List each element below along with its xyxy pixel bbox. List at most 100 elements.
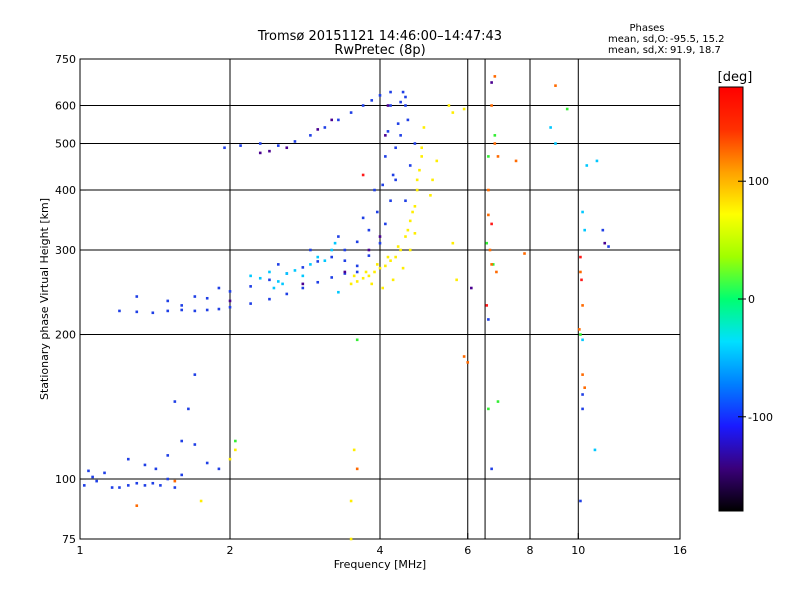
data-point	[355, 467, 359, 471]
data-point	[364, 270, 368, 274]
data-point	[487, 155, 490, 158]
data-point	[579, 270, 582, 274]
data-point	[301, 282, 305, 286]
data-point	[126, 457, 130, 461]
data-point	[565, 107, 569, 111]
y-tick-label: 75	[62, 533, 76, 546]
data-point	[401, 90, 405, 94]
data-point	[462, 107, 466, 111]
data-point	[268, 149, 271, 153]
data-point	[173, 486, 177, 489]
data-point	[180, 308, 184, 312]
data-point	[367, 254, 371, 257]
data-point	[378, 241, 382, 245]
data-point	[143, 463, 147, 467]
data-point	[370, 282, 374, 286]
data-point	[151, 481, 155, 485]
data-point	[431, 178, 434, 182]
data-point	[418, 168, 421, 172]
data-point	[234, 439, 237, 443]
data-point	[408, 248, 412, 252]
data-point	[323, 259, 327, 263]
data-point	[367, 274, 371, 278]
data-point	[413, 232, 417, 235]
data-point	[583, 228, 586, 232]
data-point	[487, 213, 490, 217]
data-point	[166, 299, 170, 303]
data-point	[173, 479, 177, 483]
data-point	[422, 126, 426, 129]
data-point	[470, 286, 473, 290]
data-point	[187, 407, 190, 411]
data-point	[249, 274, 252, 278]
data-point	[367, 248, 371, 252]
data-point	[585, 164, 589, 167]
data-point	[399, 248, 402, 252]
colorbar-tick-label: -100	[748, 411, 773, 424]
data-point	[118, 309, 121, 313]
data-point	[603, 241, 607, 245]
data-point	[355, 280, 359, 283]
data-point	[316, 260, 320, 263]
data-point	[258, 276, 262, 280]
data-point	[268, 297, 271, 301]
data-point	[496, 155, 500, 158]
data-point	[95, 479, 98, 483]
x-axis-ticks: 1 2 4 6 8 10 16	[77, 533, 687, 557]
data-point	[381, 286, 384, 290]
data-point	[394, 255, 397, 259]
y-tick-label: 400	[55, 184, 76, 197]
x-tick-label: 1	[77, 544, 84, 557]
data-point	[285, 146, 289, 150]
data-point	[199, 499, 203, 503]
y-axis-ticks: 75 100 200 300 400 500 600 750	[55, 53, 86, 546]
data-point	[391, 173, 395, 177]
data-point	[301, 286, 305, 290]
data-point	[249, 285, 252, 288]
data-point	[399, 134, 402, 137]
y-axis-label: Stationary phase Virtual Height [km]	[38, 198, 51, 400]
data-point	[272, 286, 276, 290]
data-point	[276, 263, 280, 266]
data-point	[514, 159, 518, 163]
data-point	[151, 311, 155, 315]
data-point	[268, 270, 271, 274]
data-point	[491, 263, 495, 266]
data-point	[396, 245, 400, 248]
y-tick-label: 500	[55, 138, 76, 151]
data-point	[373, 270, 376, 274]
data-point	[413, 142, 417, 145]
data-point	[411, 210, 414, 214]
data-point	[404, 104, 407, 107]
data-point	[394, 146, 397, 150]
data-point	[82, 484, 86, 487]
data-point	[352, 274, 356, 278]
data-point	[462, 355, 466, 358]
phase-stats: Phases mean, sd,O: -95.5, 15.2 mean, sd,…	[608, 23, 725, 56]
data-point	[135, 504, 139, 507]
data-point	[343, 248, 347, 252]
data-point	[154, 467, 158, 471]
data-point	[375, 210, 379, 214]
data-point	[361, 276, 365, 280]
data-point	[554, 142, 557, 145]
data-point	[384, 155, 387, 158]
data-point	[549, 126, 552, 129]
data-point	[404, 235, 407, 238]
data-point	[180, 304, 184, 307]
phase-stats-x-values: 91.9, 18.7	[670, 45, 721, 56]
y-tick-label: 100	[55, 473, 76, 486]
data-point	[285, 292, 289, 296]
data-point	[389, 259, 392, 263]
chart-subtitle: RwPretec (8p)	[334, 43, 425, 58]
data-point	[413, 204, 417, 208]
data-point	[581, 407, 584, 411]
data-point	[554, 84, 557, 87]
data-point	[349, 111, 353, 114]
data-point	[103, 471, 106, 475]
data-point	[420, 146, 423, 150]
data-point	[223, 146, 226, 150]
data-point	[378, 94, 382, 97]
data-point	[355, 240, 359, 244]
data-point	[228, 299, 232, 303]
